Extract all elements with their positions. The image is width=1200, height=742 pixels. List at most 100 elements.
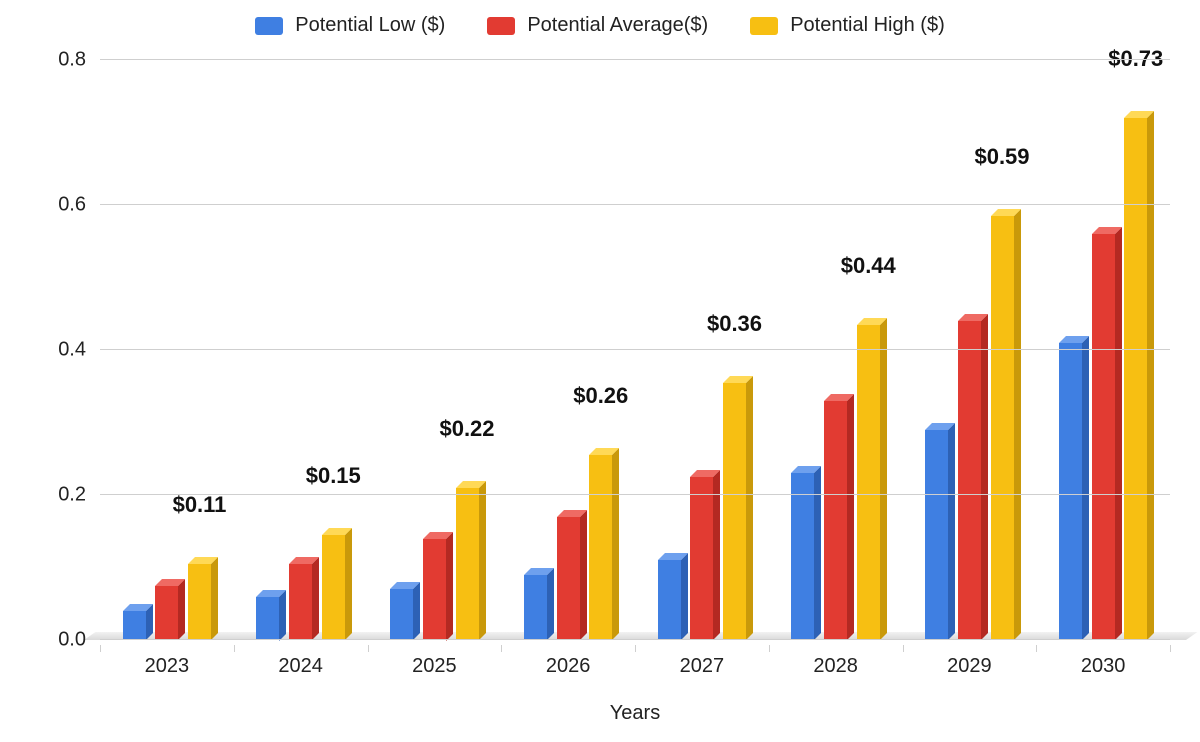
bar-side	[211, 557, 218, 640]
bar-side	[413, 582, 420, 640]
bar-value-annotation: $0.36	[707, 311, 762, 337]
bar	[1124, 118, 1147, 640]
bar	[991, 216, 1014, 640]
x-tick-label: 2023	[145, 655, 190, 678]
bar-side	[547, 568, 554, 640]
legend-label-0: Potential Low ($)	[295, 14, 445, 37]
bar-front	[557, 517, 580, 640]
bar-front	[155, 586, 178, 640]
bar-front	[824, 401, 847, 640]
bar	[188, 564, 211, 640]
bar	[456, 488, 479, 640]
bar-side	[178, 579, 185, 640]
bar	[423, 539, 446, 641]
x-tick-mark	[1170, 645, 1171, 652]
bar-front	[289, 564, 312, 640]
grid-line	[100, 349, 1170, 350]
bar-value-annotation: $0.59	[974, 144, 1029, 170]
legend-swatch-2	[750, 17, 778, 35]
bar-front	[991, 216, 1014, 640]
x-tick-mark	[100, 645, 101, 652]
bar-side	[880, 318, 887, 640]
bar-value-annotation: $0.44	[841, 253, 896, 279]
legend-item-2: Potential High ($)	[750, 14, 945, 37]
bar-front	[857, 325, 880, 640]
bar-side	[345, 528, 352, 640]
x-tick-mark	[635, 645, 636, 652]
bar-side	[580, 510, 587, 640]
bar	[557, 517, 580, 640]
plot-area: $0.11$0.15$0.22$0.26$0.36$0.44$0.59$0.73…	[100, 60, 1170, 640]
x-tick-label: 2029	[947, 655, 992, 678]
bar-value-annotation: $0.26	[573, 383, 628, 409]
bar-front	[1124, 118, 1147, 640]
x-tick-mark	[1036, 645, 1037, 652]
bar-side	[981, 314, 988, 640]
bar	[390, 589, 413, 640]
bar	[589, 455, 612, 640]
x-axis-ticks: 2023 2024 2025 2026 2027 2028 2029 2030	[100, 645, 1170, 677]
bar-front	[524, 575, 547, 640]
bar-side	[479, 481, 486, 640]
y-tick-label: 0.0	[12, 629, 86, 652]
bar-chart: Potential Low ($) Potential Average($) Pot…	[0, 0, 1200, 742]
grid-line	[100, 59, 1170, 60]
y-tick-label: 0.6	[12, 194, 86, 217]
bar-value-annotation: $0.11	[173, 492, 227, 518]
legend-label-1: Potential Average($)	[527, 14, 708, 37]
grid-line	[100, 204, 1170, 205]
x-tick-label: 2025	[412, 655, 457, 678]
x-tick-label: 2027	[680, 655, 725, 678]
x-tick-mark	[368, 645, 369, 652]
bar-front	[456, 488, 479, 640]
bar	[322, 535, 345, 640]
bar-front	[958, 321, 981, 640]
bar-side	[948, 423, 955, 640]
legend-item-1: Potential Average($)	[487, 14, 708, 37]
bar	[1059, 343, 1082, 640]
bar-side	[1147, 111, 1154, 640]
x-tick-mark	[234, 645, 235, 652]
bar	[1092, 234, 1115, 640]
x-tick-label: 2030	[1081, 655, 1126, 678]
bar-groups: $0.11$0.15$0.22$0.26$0.36$0.44$0.59$0.73	[100, 60, 1170, 640]
x-tick-label: 2028	[813, 655, 858, 678]
bar-front	[1059, 343, 1082, 640]
bar-front	[123, 611, 146, 640]
x-axis-title: Years	[100, 702, 1170, 725]
bar-front	[423, 539, 446, 641]
bar-side	[1014, 209, 1021, 640]
y-tick-label: 0.4	[12, 339, 86, 362]
bar-side	[746, 376, 753, 640]
y-tick-label: 0.8	[12, 49, 86, 72]
bar-front	[256, 597, 279, 641]
bar	[958, 321, 981, 640]
x-tick-label: 2024	[278, 655, 323, 678]
bar-side	[1115, 227, 1122, 640]
bar	[690, 477, 713, 640]
bar-front	[658, 560, 681, 640]
bar-front	[690, 477, 713, 640]
bar-front	[925, 430, 948, 640]
bar	[289, 564, 312, 640]
bar-value-annotation: $0.22	[439, 416, 494, 442]
bar	[723, 383, 746, 640]
bar	[791, 473, 814, 640]
bar-front	[791, 473, 814, 640]
bar-front	[723, 383, 746, 640]
bar-side	[612, 448, 619, 640]
legend-swatch-0	[255, 17, 283, 35]
x-tick-mark	[903, 645, 904, 652]
bar	[155, 586, 178, 640]
bar-front	[188, 564, 211, 640]
bar	[123, 611, 146, 640]
x-tick-label: 2026	[546, 655, 591, 678]
bar	[857, 325, 880, 640]
x-tick-mark	[501, 645, 502, 652]
legend-item-0: Potential Low ($)	[255, 14, 445, 37]
bar-front	[589, 455, 612, 640]
bar-side	[713, 470, 720, 640]
bar-side	[681, 553, 688, 640]
bar	[524, 575, 547, 640]
grid-line	[100, 639, 1170, 640]
